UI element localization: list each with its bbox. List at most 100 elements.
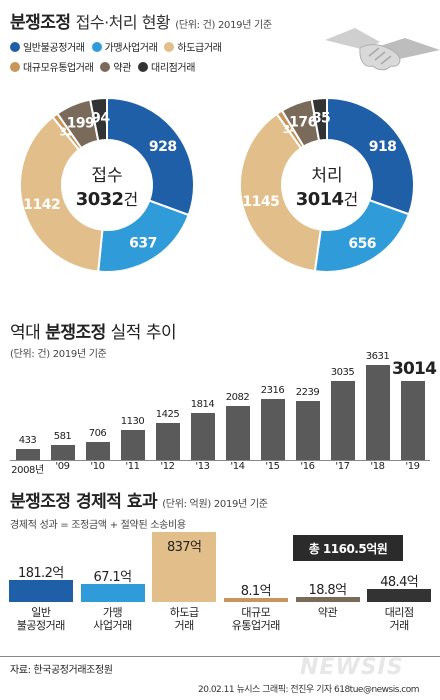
economic-title: 분쟁조정 경제적 효과 (단위: 억원) 2019년 기준	[10, 487, 268, 512]
trend-axis	[10, 460, 430, 461]
legend-dot	[164, 41, 175, 52]
donut-center-label: 처리	[311, 166, 342, 186]
donut-value-label: 85	[312, 110, 330, 126]
economic-bar-value: 837억	[166, 540, 202, 555]
source-note: 자료: 한국공정거래조정원	[10, 665, 113, 676]
legend-item-terms: 약관	[100, 59, 131, 74]
legend-dot	[91, 41, 102, 52]
handshake-icon	[325, 28, 440, 71]
legend-dot	[138, 61, 149, 72]
title-main: 분쟁조정	[10, 13, 71, 33]
donut-slice	[310, 96, 328, 142]
trend-bar-value: 581	[53, 430, 72, 442]
donut-slice	[88, 96, 108, 143]
donut-value-label: 176	[289, 114, 317, 130]
donut-value-label: 94	[91, 110, 110, 126]
donut-value-label: 637	[129, 236, 157, 252]
legend-row-1: 일반불공정거래 가맹사업거래 하도급거래	[10, 39, 228, 54]
donut-value-label: 918	[369, 139, 397, 155]
economic-bar-label: 대리점 거래	[384, 606, 414, 632]
trend-year-label: '16	[300, 461, 315, 472]
trend-year-label: '17	[335, 461, 350, 472]
trend-bar	[15, 448, 40, 460]
trend-bar-value: 1130	[120, 416, 145, 428]
economic-bar	[295, 596, 360, 602]
title-sub: 접수·처리 현황	[75, 13, 171, 32]
economic-bar-label: 일반 불공정거래	[16, 606, 66, 632]
trend-bar-value: 3035	[330, 366, 355, 378]
legend-label: 일반불공정거래	[23, 43, 85, 54]
legend-item-largeretail: 대규모유통업거래	[10, 59, 94, 74]
economic-bar-label: 약관	[317, 606, 338, 619]
legend-item-subcontract: 하도급거래	[164, 39, 222, 54]
economic-title-bold: 분쟁조정 경제적 효과	[10, 492, 158, 512]
trend-bar	[50, 444, 75, 460]
economic-bar-label: 하도급 거래	[169, 606, 199, 632]
economic-unit-note: (단위: 억원) 2019년 기준	[162, 499, 268, 510]
trend-title-suffix: 실적 추이	[110, 323, 177, 343]
unit-note: (단위: 건) 2019년 기준	[175, 20, 272, 31]
legend-label: 가맹사업거래	[104, 43, 158, 54]
credit-line: 20.02.11 뉴시스 그래픽: 전진우 기자 618tue@newsis.c…	[198, 685, 420, 695]
legend-item-unfair: 일반불공정거래	[10, 39, 85, 54]
donut-value-label: 656	[348, 236, 376, 252]
total-badge: 총 1160.5억원	[293, 535, 403, 561]
economic-bar	[80, 584, 145, 602]
trend-bar-value: 2316	[260, 385, 285, 397]
economic-bar	[8, 580, 73, 602]
newsis-watermark: NEWSIS	[300, 655, 404, 680]
trend-bar	[295, 401, 320, 460]
legend-label: 대리점거래	[151, 63, 196, 74]
economic-bar-value: 8.1억	[240, 584, 272, 599]
donut-slice	[239, 112, 322, 273]
donut-slice	[326, 96, 415, 216]
trend-bar	[155, 422, 180, 460]
trend-year-label: '14	[230, 461, 245, 472]
page-title: 분쟁조정 접수·처리 현황 (단위: 건) 2019년 기준	[10, 8, 272, 33]
legend-label: 대규모유통업거래	[23, 63, 94, 74]
donut-value-label: 928	[149, 139, 177, 155]
legend-item-agency: 대리점거래	[138, 59, 195, 74]
trend-year-label: 2008년	[11, 465, 44, 476]
economic-formula: 경제적 성과 = 조정금액 + 절약된 소송비용	[10, 520, 186, 531]
trend-bar	[120, 430, 145, 460]
donut-value-label: 1142	[23, 197, 60, 213]
trend-year-label: '13	[195, 461, 210, 472]
economic-bar	[223, 598, 288, 602]
trend-year-label: '11	[125, 461, 140, 472]
donut-value-label: 1145	[242, 194, 279, 210]
legend-dot	[10, 41, 20, 52]
trend-bar-value: 3014	[392, 359, 437, 380]
trend-bar-value: 1814	[190, 398, 215, 410]
trend-bar	[330, 380, 355, 460]
trend-year-label: '10	[90, 461, 105, 472]
trend-bar-value: 706	[88, 427, 107, 439]
economic-bar	[367, 589, 432, 602]
economic-bar-value: 181.2억	[18, 566, 64, 581]
economic-bar-label: 가맹 사업거래	[93, 606, 132, 632]
trend-bar	[190, 412, 215, 460]
economic-bar-value: 18.8억	[308, 582, 348, 598]
trend-unit-note: (단위: 건) 2019년 기준	[10, 349, 107, 360]
trend-bar	[260, 399, 285, 460]
trend-bar-value: 2082	[225, 391, 250, 403]
donut-slice	[106, 96, 195, 217]
economic-bar-chart: 181.2억 일반 불공정거래 67.1억 가맹 사업거래 837억 하도급 거래 8.1억…	[0, 520, 440, 660]
trend-year-label: '15	[265, 461, 280, 472]
trend-year-label: '12	[160, 461, 175, 472]
donut-slice	[19, 115, 104, 273]
legend-dot	[100, 61, 111, 72]
trend-bar-value: 1425	[155, 408, 180, 420]
legend-row-2: 대규모유통업거래 약관 대리점거래	[10, 59, 202, 74]
trend-year-label: '09	[55, 461, 70, 472]
trend-bar-value: 2239	[295, 387, 320, 399]
trend-year-label: '19	[405, 461, 420, 472]
legend-dot	[10, 61, 20, 72]
donut-center-total: 3014건	[296, 189, 358, 210]
legend-label: 약관	[113, 63, 132, 74]
legend-item-franchise: 가맹사업거래	[91, 39, 158, 54]
economic-bar	[152, 532, 217, 602]
economic-bar-value: 48.4억	[380, 575, 419, 591]
economic-bar-label: 대규모 유통업거래	[231, 606, 281, 632]
